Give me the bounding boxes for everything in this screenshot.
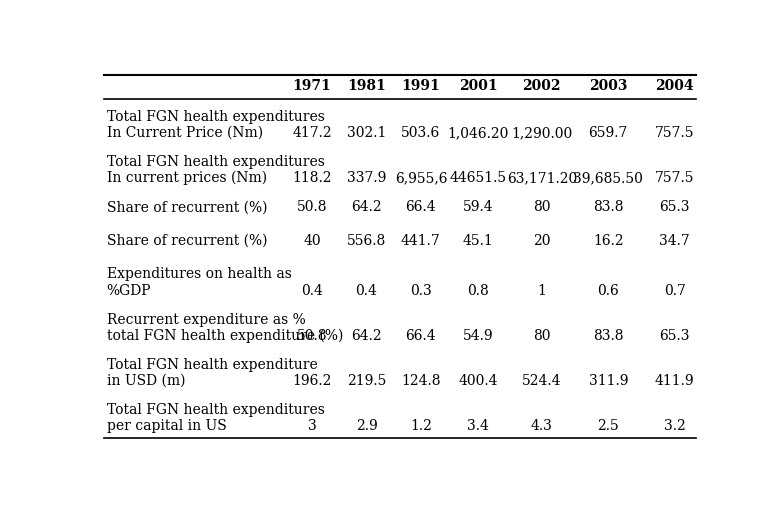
Text: 757.5: 757.5	[655, 171, 694, 185]
Text: 66.4: 66.4	[406, 328, 436, 342]
Text: 44651.5: 44651.5	[450, 171, 507, 185]
Text: 63,171.20: 63,171.20	[507, 171, 577, 185]
Text: Share of recurrent (%): Share of recurrent (%)	[107, 200, 267, 214]
Text: 3: 3	[308, 419, 317, 433]
Text: 4.3: 4.3	[531, 419, 553, 433]
Text: 1,046.20: 1,046.20	[448, 126, 509, 140]
Text: 3.2: 3.2	[664, 419, 686, 433]
Text: 556.8: 556.8	[347, 233, 386, 247]
Text: 39,685.50: 39,685.50	[573, 171, 643, 185]
Text: 0.4: 0.4	[301, 283, 323, 297]
Text: 1.2: 1.2	[410, 419, 432, 433]
Text: 50.8: 50.8	[297, 328, 328, 342]
Text: 503.6: 503.6	[401, 126, 441, 140]
Text: 59.4: 59.4	[463, 200, 494, 214]
Text: 64.2: 64.2	[351, 200, 382, 214]
Text: 83.8: 83.8	[593, 200, 623, 214]
Text: 124.8: 124.8	[401, 373, 441, 387]
Text: 65.3: 65.3	[660, 328, 690, 342]
Text: Recurrent expenditure as %: Recurrent expenditure as %	[107, 312, 305, 326]
Text: Share of recurrent (%): Share of recurrent (%)	[107, 233, 267, 247]
Text: 80: 80	[533, 328, 551, 342]
Text: 2002: 2002	[523, 79, 561, 93]
Text: 1,290.00: 1,290.00	[511, 126, 573, 140]
Text: 0.8: 0.8	[467, 283, 489, 297]
Text: In current prices (Nm): In current prices (Nm)	[107, 171, 267, 185]
Text: 659.7: 659.7	[589, 126, 628, 140]
Text: 441.7: 441.7	[401, 233, 441, 247]
Text: 65.3: 65.3	[660, 200, 690, 214]
Text: 337.9: 337.9	[347, 171, 386, 185]
Text: Total FGN health expenditure: Total FGN health expenditure	[107, 357, 317, 371]
Text: 417.2: 417.2	[292, 126, 332, 140]
Text: Total FGN health expenditures: Total FGN health expenditures	[107, 110, 324, 123]
Text: 1981: 1981	[347, 79, 386, 93]
Text: 524.4: 524.4	[522, 373, 562, 387]
Text: 411.9: 411.9	[655, 373, 695, 387]
Text: In Current Price (Nm): In Current Price (Nm)	[107, 126, 263, 140]
Text: 302.1: 302.1	[347, 126, 386, 140]
Text: 0.7: 0.7	[664, 283, 686, 297]
Text: 0.6: 0.6	[597, 283, 619, 297]
Text: %GDP: %GDP	[107, 283, 151, 297]
Text: 54.9: 54.9	[463, 328, 494, 342]
Text: 757.5: 757.5	[655, 126, 694, 140]
Text: 219.5: 219.5	[347, 373, 386, 387]
Text: 16.2: 16.2	[593, 233, 624, 247]
Text: 1: 1	[537, 283, 546, 297]
Text: 400.4: 400.4	[459, 373, 498, 387]
Text: 66.4: 66.4	[406, 200, 436, 214]
Text: 0.3: 0.3	[410, 283, 432, 297]
Text: 20: 20	[533, 233, 551, 247]
Text: 1991: 1991	[402, 79, 440, 93]
Text: 3.4: 3.4	[467, 419, 489, 433]
Text: 2.5: 2.5	[597, 419, 619, 433]
Text: 34.7: 34.7	[659, 233, 690, 247]
Text: Total FGN health expenditures: Total FGN health expenditures	[107, 402, 324, 416]
Text: 45.1: 45.1	[463, 233, 494, 247]
Text: 6,955,6: 6,955,6	[395, 171, 447, 185]
Text: 2004: 2004	[655, 79, 694, 93]
Text: 64.2: 64.2	[351, 328, 382, 342]
Text: total FGN health expenditure (%): total FGN health expenditure (%)	[107, 328, 343, 342]
Text: 2003: 2003	[589, 79, 628, 93]
Text: 0.4: 0.4	[356, 283, 378, 297]
Text: Expenditures on health as: Expenditures on health as	[107, 267, 292, 281]
Text: in USD (m): in USD (m)	[107, 373, 185, 387]
Text: Total FGN health expenditures: Total FGN health expenditures	[107, 155, 324, 169]
Text: 80: 80	[533, 200, 551, 214]
Text: 40: 40	[303, 233, 321, 247]
Text: 311.9: 311.9	[589, 373, 628, 387]
Text: 196.2: 196.2	[292, 373, 332, 387]
Text: 2001: 2001	[459, 79, 498, 93]
Text: 118.2: 118.2	[292, 171, 332, 185]
Text: 2.9: 2.9	[356, 419, 378, 433]
Text: 83.8: 83.8	[593, 328, 623, 342]
Text: per capital in US: per capital in US	[107, 419, 226, 433]
Text: 1971: 1971	[292, 79, 332, 93]
Text: 50.8: 50.8	[297, 200, 328, 214]
